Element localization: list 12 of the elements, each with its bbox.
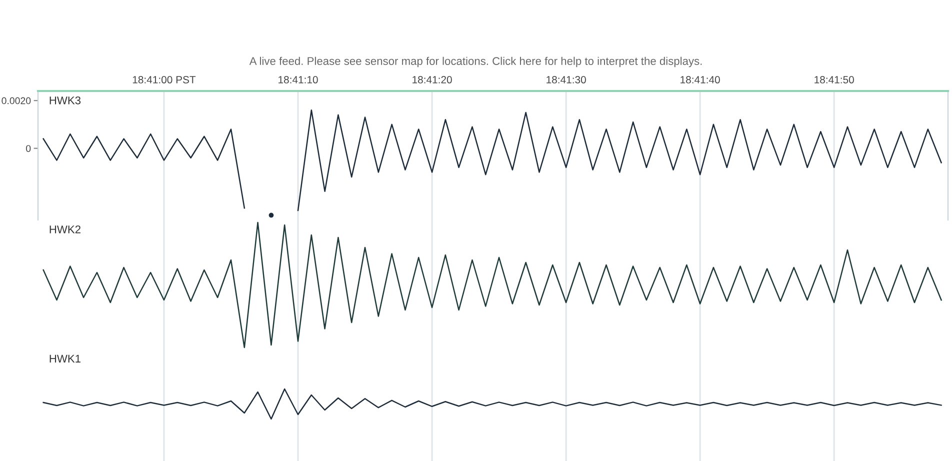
x-tick-label: 18:41:50 xyxy=(814,76,854,84)
chart-subtitle: A live feed. Please see sensor map for locations. Click here for help to interpret the displays. xyxy=(249,56,702,68)
x-tick-label: 18:41:10 xyxy=(278,76,318,84)
x-tick-label: 18:41:00 PST xyxy=(132,76,196,84)
text: HWK3 xyxy=(50,96,81,104)
x-tick-label: 18:41:30 xyxy=(546,76,586,84)
x-tick-label: 18:41:40 xyxy=(680,76,720,84)
text: HWK2 xyxy=(50,225,80,234)
y-tick-label: 0.0020 xyxy=(2,97,31,104)
text: HWK1 xyxy=(50,354,80,362)
x-tick-label: 18:41:20 xyxy=(412,76,452,84)
y-tick-label: 0 xyxy=(26,145,31,152)
